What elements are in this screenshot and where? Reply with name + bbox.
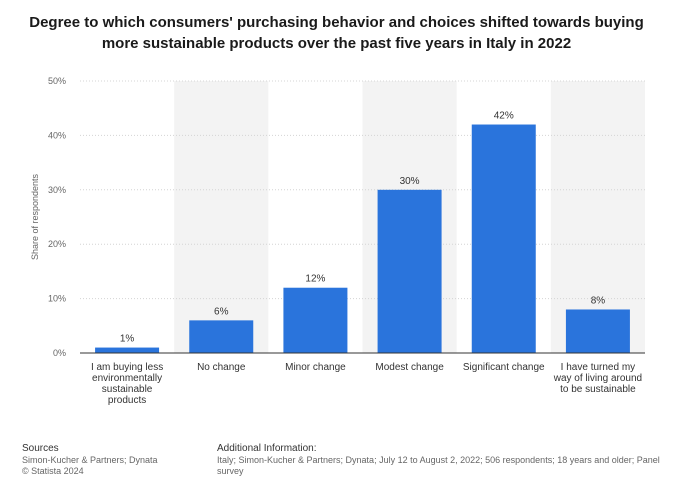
y-axis-ticks: 0% 10% 20% 30% 40% 50% <box>48 76 66 358</box>
y-tick-label: 20% <box>48 239 66 249</box>
value-labels: 1% 6% 12% 30% 42% 8% <box>120 111 605 345</box>
x-axis-labels: I am buying less environmentally sustainab… <box>91 362 642 406</box>
bar <box>189 320 254 353</box>
y-tick-label: 50% <box>48 76 66 86</box>
additional-info-block: Additional Information: Italy; Simon-Kuc… <box>217 443 673 477</box>
x-tick-label: Minor change <box>285 362 346 373</box>
y-tick-label: 10% <box>48 294 66 304</box>
value-label: 42% <box>494 111 514 122</box>
copyright-line: © Statista 2024 <box>22 466 84 476</box>
sources-title: Sources <box>22 443 59 454</box>
column-bands <box>174 81 645 353</box>
value-label: 12% <box>305 274 325 285</box>
value-label: 1% <box>120 334 135 345</box>
bars <box>95 124 630 354</box>
bar <box>565 309 630 353</box>
gridlines <box>80 80 645 300</box>
value-label: 6% <box>214 306 229 317</box>
y-axis-label: Share of respondents <box>30 173 40 260</box>
x-tick-label: I have turned my way of living around to b… <box>553 362 642 395</box>
column-band <box>174 81 269 353</box>
y-tick-label: 0% <box>53 348 66 358</box>
x-tick-label: I am buying less environmentally sustainab… <box>91 362 163 406</box>
value-label: 8% <box>591 295 606 306</box>
bar-chart: 0% 10% 20% 30% 40% 50% 1% 6% 12% 30% 42% 8% I am b… <box>30 76 645 406</box>
x-tick-label: Modest change <box>375 362 444 373</box>
sources-line: Simon-Kucher & Partners; Dynata <box>22 455 158 465</box>
chart-title: Degree to which consumers' purchasing be… <box>29 14 644 52</box>
x-tick-label: No change <box>197 362 246 373</box>
bar <box>95 347 160 353</box>
bar <box>377 189 442 353</box>
bar <box>283 287 348 353</box>
sources-block: Sources Simon-Kucher & Partners; Dynata … <box>22 443 158 477</box>
y-tick-label: 40% <box>48 130 66 140</box>
column-band <box>550 81 645 353</box>
additional-info-title: Additional Information: <box>217 443 317 454</box>
x-tick-label: Significant change <box>463 362 545 373</box>
value-label: 30% <box>400 176 420 187</box>
additional-info-text: Italy; Simon-Kucher & Partners; Dynata; … <box>217 455 660 476</box>
bar <box>471 124 536 354</box>
y-tick-label: 30% <box>48 185 66 195</box>
